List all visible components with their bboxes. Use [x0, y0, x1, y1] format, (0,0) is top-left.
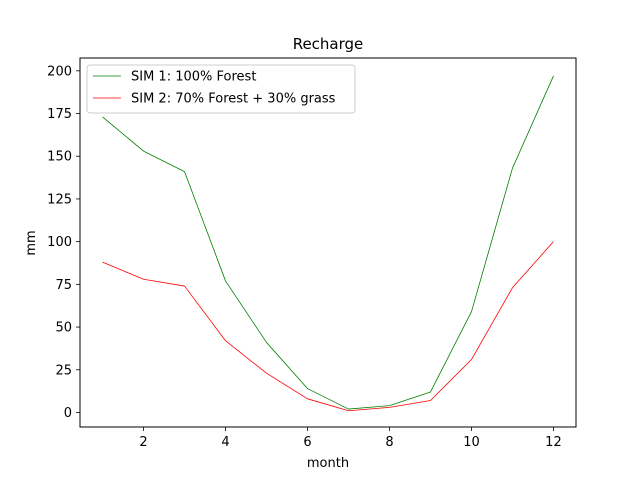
legend-box: [86, 64, 356, 114]
x-tick-label-6: 6: [303, 435, 311, 450]
y-tick-label-125: 125: [47, 192, 72, 207]
y-axis-ticks: 0 25 50 75 100 125 150 175 200: [47, 64, 80, 421]
y-tick-label-50: 50: [55, 321, 72, 336]
series-line-sim-1: [102, 75, 554, 410]
y-tick-label-0: 0: [64, 406, 72, 421]
x-tick-label-12: 12: [545, 435, 562, 450]
y-tick-label-100: 100: [47, 235, 72, 250]
x-tick-label-8: 8: [385, 435, 393, 450]
y-tick-label-150: 150: [47, 150, 72, 165]
chart-title: Recharge: [293, 35, 364, 53]
plot-frame: [79, 57, 577, 428]
legend: SIM 1: 100% Forest SIM 2: 70% Forest + 3…: [86, 64, 356, 114]
plot-area: [80, 58, 576, 427]
y-tick-label-25: 25: [55, 363, 72, 378]
series-line-sim-2: [102, 241, 554, 412]
series-layer: [102, 75, 554, 412]
x-tick-label-4: 4: [221, 435, 229, 450]
y-tick-label-175: 175: [47, 107, 72, 122]
x-tick-label-10: 10: [463, 435, 480, 450]
y-tick-label-200: 200: [47, 64, 72, 79]
x-axis-ticks: 2 4 6 8 10 12: [139, 427, 562, 450]
legend-label-sim-1: SIM 1: 100% Forest: [131, 70, 256, 85]
y-axis-label: mm: [24, 230, 39, 255]
y-tick-label-75: 75: [55, 278, 72, 293]
x-tick-label-2: 2: [139, 435, 147, 450]
x-axis-label: month: [307, 456, 349, 471]
legend-label-sim-2: SIM 2: 70% Forest + 30% grass: [131, 92, 336, 107]
